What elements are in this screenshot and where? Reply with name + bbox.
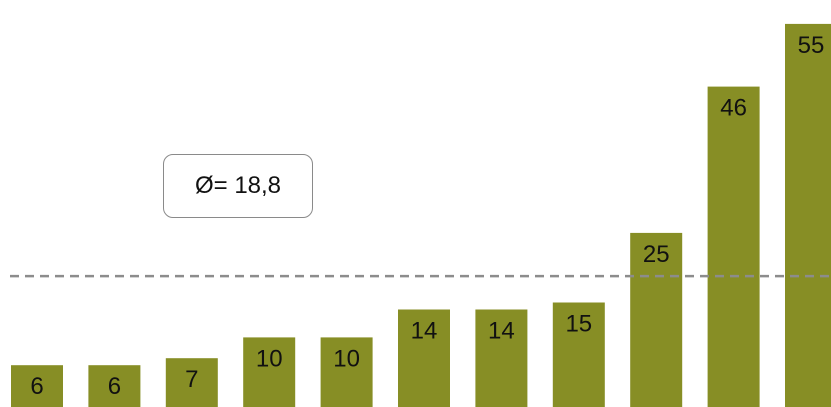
bar-7 (475, 309, 528, 407)
bar-value-label-4: 10 (256, 345, 283, 372)
bar-value-label-3: 7 (185, 366, 198, 393)
bar-value-label-9: 25 (643, 241, 670, 268)
bar-4 (243, 337, 296, 407)
bar-6 (398, 309, 450, 407)
bar-value-label-10: 46 (720, 95, 747, 122)
bar-2 (88, 365, 141, 407)
bar-value-label-8: 15 (565, 311, 592, 338)
bar-1 (11, 365, 63, 407)
bar-10 (707, 86, 760, 407)
bar-8 (552, 302, 605, 407)
average-annotation-box: Ø= 18,8 (163, 154, 313, 218)
bar-3 (165, 358, 218, 407)
bar-5 (320, 337, 373, 407)
bar-11 (785, 23, 831, 407)
bar-value-label-7: 14 (488, 318, 515, 345)
bar-value-label-6: 14 (411, 318, 438, 345)
bar-value-label-5: 10 (333, 345, 360, 372)
bar-value-label-2: 6 (108, 373, 121, 400)
bar-value-label-1: 6 (30, 373, 43, 400)
bar-9 (630, 232, 683, 407)
bar-value-label-11: 55 (798, 32, 825, 59)
average-annotation-label: Ø= 18,8 (194, 172, 282, 199)
bars-layer (11, 23, 831, 407)
data-labels-layer: 6 6 7 10 10 14 14 15 25 46 55 (30, 32, 824, 400)
